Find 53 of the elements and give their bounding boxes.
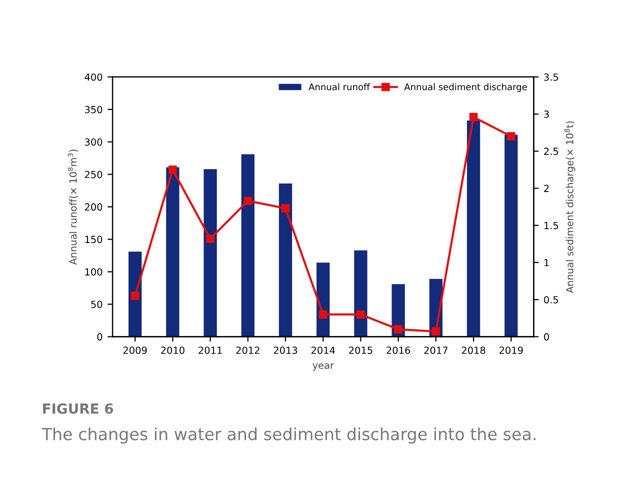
bar [166, 167, 180, 337]
bar [466, 120, 480, 337]
y-tick-label: 0 [97, 333, 102, 341]
x-axis-title: year [312, 363, 334, 371]
x-tick-label: 2014 [311, 346, 335, 354]
y2-tick-label: 1 [544, 259, 549, 266]
caption: FIGURE 6 [43, 403, 114, 414]
y2-tick-label: 2.5 [544, 148, 558, 156]
x-tick-label: 2013 [274, 346, 298, 354]
legend-label: Annual runoff [308, 83, 370, 90]
point [469, 112, 478, 122]
point [394, 325, 402, 334]
point [206, 234, 214, 243]
y2-tick-label: 0 [544, 333, 549, 341]
x-tick-label: 2015 [349, 346, 372, 354]
point [281, 204, 290, 212]
y-tick-label: 100 [85, 268, 102, 276]
x-tick-label: 2019 [499, 346, 523, 354]
y2-axis-title: Annual sediment discharge(× 10$^{8}$t) [564, 121, 576, 294]
y-tick-label: 250 [84, 170, 102, 178]
x-tick-label: 2016 [386, 346, 410, 354]
y2-tick-label: 1.5 [544, 222, 558, 230]
bar [504, 134, 518, 337]
point [168, 166, 177, 174]
y-tick-label: 300 [84, 138, 102, 146]
y2-tick-label: 0.5 [544, 296, 558, 304]
point [244, 196, 252, 206]
bar [241, 154, 254, 337]
x-tick-label: 2017 [424, 346, 448, 354]
y2-tick-label: 2 [544, 184, 549, 192]
y-axis-title: Annual runoff(× 10$^{8}$m$^{3}$) [68, 150, 78, 265]
y-tick-label: 400 [84, 73, 102, 81]
x-tick-label: 2018 [462, 346, 486, 354]
text: The changes in water and sediment discharge into the sea. [42, 427, 536, 444]
x-tick-label: 2012 [236, 346, 260, 354]
point [432, 327, 440, 336]
bar [204, 169, 217, 337]
y2-tick-label: 3 [544, 110, 549, 118]
point [318, 310, 328, 319]
legend-label: Annual sediment discharge [404, 83, 527, 92]
y2-tick-label: 3.5 [544, 73, 558, 81]
y-tick-label: 50 [91, 300, 102, 308]
x-tick-label: 2010 [161, 346, 184, 354]
x-tick-label: 2011 [198, 346, 222, 354]
point [356, 310, 365, 319]
bar [354, 250, 368, 337]
y-tick-label: 200 [84, 203, 102, 211]
point [506, 132, 516, 140]
y-tick-label: 150 [85, 236, 102, 244]
x-tick-label: 2009 [123, 346, 147, 354]
y-tick-label: 350 [84, 106, 102, 114]
bar [278, 183, 292, 337]
point [130, 292, 140, 300]
